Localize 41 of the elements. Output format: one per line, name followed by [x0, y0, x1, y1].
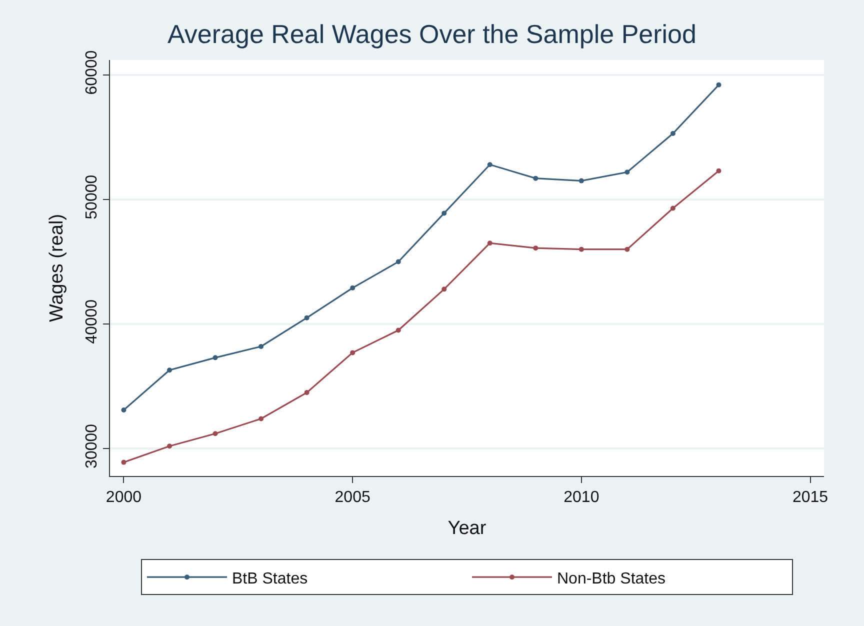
y-tick-label: 60000 — [84, 50, 101, 95]
x-tick-label: 2015 — [792, 489, 828, 506]
legend-label: BtB States — [232, 570, 308, 588]
y-tick-label: 40000 — [84, 299, 101, 344]
point — [624, 170, 630, 175]
point — [487, 162, 492, 168]
point — [258, 344, 264, 349]
point — [396, 328, 401, 333]
x-axis-title: Year — [448, 518, 487, 539]
point — [304, 390, 310, 396]
point — [533, 176, 538, 181]
point — [212, 431, 218, 436]
point — [716, 168, 722, 174]
point — [670, 130, 676, 136]
point — [350, 350, 356, 356]
point — [670, 206, 676, 211]
point — [350, 285, 356, 290]
x-tick-label: 2005 — [334, 489, 370, 506]
chart-title: Average Real Wages Over the Sample Period — [168, 19, 696, 50]
point — [442, 286, 447, 292]
x-tick-label: 2000 — [106, 489, 142, 506]
point — [442, 210, 447, 216]
x-tick-label: 2010 — [564, 489, 600, 506]
point — [533, 246, 538, 251]
point — [624, 246, 630, 252]
y-axis-title: Wages (real) — [46, 214, 68, 322]
point — [396, 259, 401, 264]
point — [578, 246, 584, 252]
point — [487, 240, 492, 246]
point — [716, 82, 722, 88]
point — [304, 315, 310, 320]
point — [258, 416, 264, 422]
point — [121, 407, 126, 412]
y-tick-label: 30000 — [84, 424, 101, 468]
point — [167, 444, 172, 449]
point — [578, 178, 584, 184]
point — [212, 355, 218, 360]
point — [121, 460, 126, 465]
point — [167, 368, 172, 373]
y-tick-label: 50000 — [84, 174, 101, 220]
legend-label: Non-Btb States — [557, 570, 666, 588]
